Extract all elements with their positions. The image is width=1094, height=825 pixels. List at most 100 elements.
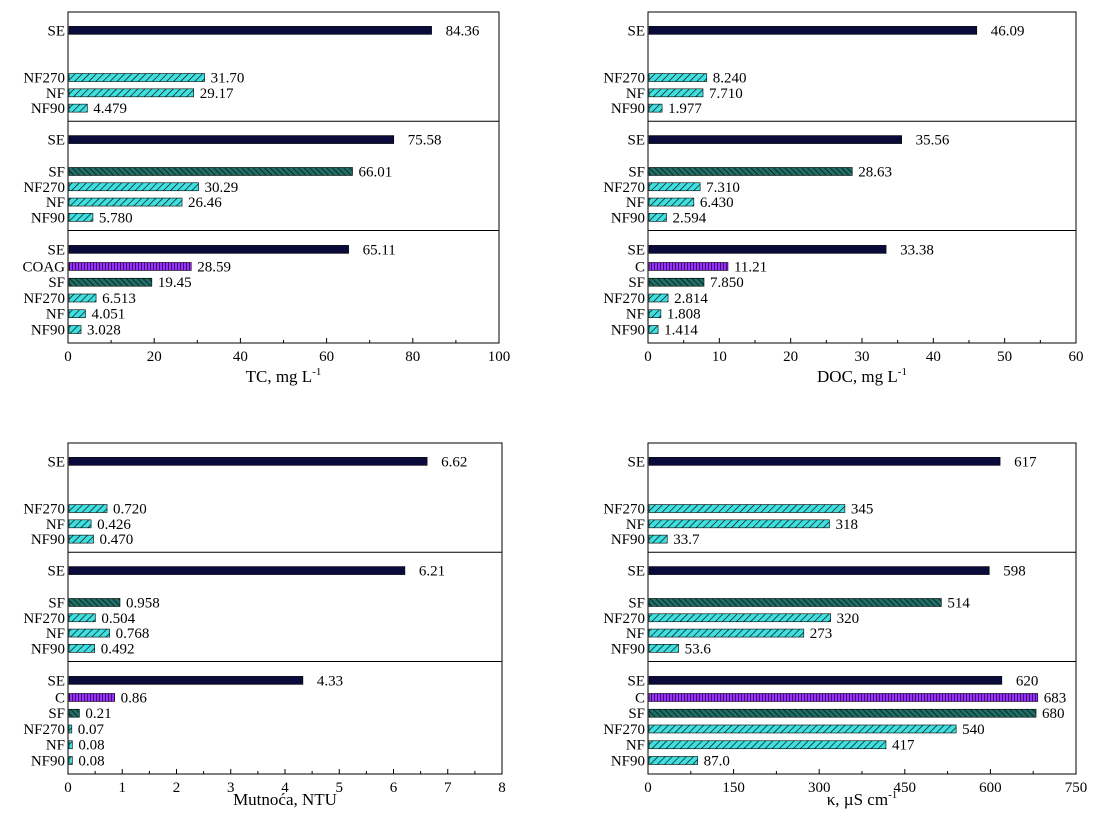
category-label: NF270 (603, 611, 645, 627)
x-axis-label: Mutnoća, NTU (233, 790, 337, 809)
value-label: 617 (1014, 454, 1037, 470)
x-axis-label: TC, mg L-1 (246, 366, 322, 386)
value-label: 26.46 (188, 195, 222, 211)
category-label: NF270 (23, 611, 65, 627)
section-2: SE 35.56 SF 28.63 NF270 7.310 NF 6.430 NF90 2.594 (603, 133, 950, 227)
category-label: NF90 (31, 753, 65, 769)
bar-nf (68, 88, 195, 98)
value-label: 0.08 (78, 738, 104, 754)
value-label: 11.21 (734, 259, 767, 275)
value-label: 0.470 (99, 532, 133, 548)
value-label: 1.808 (667, 307, 701, 323)
value-label: 7.850 (710, 275, 744, 291)
panel-2: SE 46.09 NF270 8.240 NF 7.710 NF90 1.977 SE 35.56… (603, 11, 1084, 386)
category-label: SF (628, 164, 645, 180)
section-3: SE 65.11 COAG 28.59 SF 19.45 NF270 6.513 NF 4.051… (22, 242, 395, 338)
section-3: SE 620 C 683 SF 680 NF270 540 NF 417 NF90 87.0 (603, 673, 1066, 769)
category-label: NF (46, 517, 65, 533)
x-tick-label: 1 (119, 780, 127, 796)
bar-nf (68, 197, 183, 207)
bar-nf270 (648, 504, 846, 513)
x-tick-label: 0 (64, 349, 72, 365)
value-label: 0.07 (78, 722, 105, 738)
bar-nf270 (648, 613, 831, 623)
value-label: 6.62 (441, 454, 467, 470)
value-label: 4.33 (317, 673, 343, 689)
value-label: 320 (837, 611, 860, 627)
value-label: 33.7 (673, 532, 700, 548)
category-label: NF (626, 626, 645, 642)
bar-se (648, 245, 887, 254)
section-2: SE 6.21 SF 0.958 NF270 0.504 NF 0.768 NF90 0.492 (23, 564, 445, 658)
category-label: NF270 (23, 291, 65, 307)
value-label: 318 (835, 517, 858, 533)
category-label: SE (47, 23, 65, 39)
bar-sf (68, 708, 80, 718)
x-axis-label-main: Mutnoća, NTU (233, 790, 337, 809)
category-label: COAG (22, 259, 65, 275)
category-label: C (635, 259, 645, 275)
value-label: 0.504 (101, 611, 135, 627)
value-label: 5.780 (99, 210, 133, 226)
bar-nf (68, 740, 73, 750)
x-axis-label: DOC, mg L-1 (817, 366, 907, 386)
bar-nf270 (68, 613, 96, 623)
value-label: 6.21 (419, 564, 445, 580)
value-label: 75.58 (408, 133, 442, 149)
x-tick-label: 100 (488, 349, 511, 365)
bar-c (648, 693, 1039, 702)
category-label: SF (48, 595, 65, 611)
bar-se (648, 676, 1003, 685)
bar-sf (648, 708, 1037, 718)
bar-se (68, 566, 406, 575)
value-label: 6.513 (102, 291, 136, 307)
bar-nf90 (68, 644, 95, 653)
bar-se (648, 457, 1001, 466)
bar-sf (648, 598, 942, 607)
x-tick-label: 0 (644, 349, 652, 365)
x-tick-label: 4 (281, 780, 289, 796)
bar-se (68, 26, 432, 35)
bar-sf (68, 167, 353, 176)
value-label: 33.38 (900, 242, 934, 258)
x-tick-label: 5 (336, 780, 344, 796)
value-label: 35.56 (916, 133, 950, 149)
bar-coag (68, 262, 192, 271)
category-label: SE (627, 673, 645, 689)
bar-sf (68, 598, 121, 607)
x-tick-label: 6 (390, 780, 398, 796)
x-tick-label: 80 (405, 349, 420, 365)
category-label: NF (46, 626, 65, 642)
section-2: SE 75.58 SF 66.01 NF270 30.29 NF 26.46 NF90 5.780 (23, 133, 441, 227)
category-label: NF90 (611, 101, 645, 117)
value-label: 87.0 (704, 753, 730, 769)
bar-nf270 (648, 182, 701, 192)
bar-nf (68, 519, 92, 529)
category-label: NF90 (611, 322, 645, 338)
category-label: SF (48, 164, 65, 180)
value-label: 0.426 (97, 517, 131, 533)
value-label: 0.958 (126, 595, 160, 611)
x-tick-label: 150 (722, 780, 745, 796)
value-label: 29.17 (200, 86, 234, 102)
section-3: SE 4.33 C 0.86 SF 0.21 NF270 0.07 NF 0.08 NF90 0.08 (23, 673, 343, 769)
category-label: SE (627, 133, 645, 149)
value-label: 417 (892, 738, 915, 754)
value-label: 514 (947, 595, 970, 611)
category-label: C (55, 690, 65, 706)
x-tick-label: 30 (855, 349, 870, 365)
value-label: 683 (1044, 690, 1067, 706)
x-tick-label: 450 (894, 780, 917, 796)
x-axis-label-main: DOC, mg L (817, 367, 898, 386)
category-label: NF (46, 307, 65, 323)
bar-nf90 (68, 534, 94, 544)
category-label: SF (48, 706, 65, 722)
value-label: 31.70 (211, 71, 245, 87)
category-label: SE (47, 673, 65, 689)
x-tick-label: 10 (712, 349, 727, 365)
category-label: NF270 (603, 722, 645, 738)
value-label: 1.977 (668, 101, 702, 117)
category-label: NF (46, 86, 65, 102)
